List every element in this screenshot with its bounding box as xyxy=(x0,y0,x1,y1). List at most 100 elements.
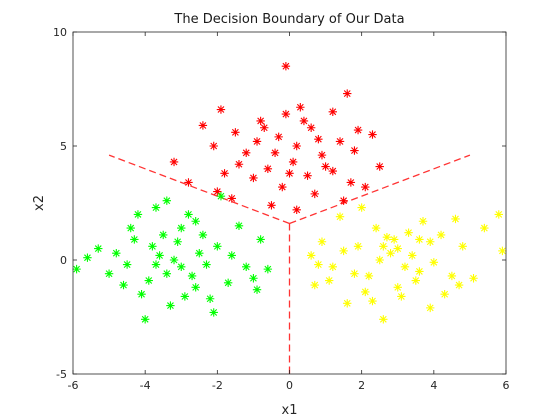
data-point xyxy=(321,162,330,171)
data-point xyxy=(216,191,226,201)
data-point xyxy=(361,182,370,192)
data-point xyxy=(339,246,348,256)
data-point xyxy=(343,89,352,98)
data-point xyxy=(343,299,352,308)
data-point xyxy=(133,210,143,219)
data-point xyxy=(368,296,377,306)
data-point xyxy=(72,264,81,274)
data-point xyxy=(314,260,323,269)
data-point xyxy=(159,230,168,240)
data-point xyxy=(328,166,337,176)
data-point xyxy=(242,262,251,272)
data-point xyxy=(231,128,240,137)
x-tick-label: 0 xyxy=(286,379,293,392)
data-point xyxy=(353,125,363,135)
data-point xyxy=(379,315,388,324)
data-point xyxy=(274,132,283,142)
data-point xyxy=(216,105,226,114)
data-point xyxy=(260,123,269,132)
data-point xyxy=(404,228,413,237)
data-point xyxy=(148,242,157,251)
series-1 xyxy=(169,62,384,215)
axis-ticks: -6 -4 -2 0 2 4 6 -5 0 5 10 xyxy=(53,26,510,392)
data-point xyxy=(112,248,121,258)
data-point xyxy=(177,223,186,233)
data-point xyxy=(306,123,316,132)
boundary-line-1 xyxy=(108,154,290,225)
data-point xyxy=(195,248,204,258)
data-point xyxy=(242,148,251,158)
x-tick-label: 6 xyxy=(503,379,510,392)
data-point xyxy=(213,187,222,196)
data-point xyxy=(205,294,215,303)
data-point xyxy=(324,276,334,285)
data-point xyxy=(94,244,103,253)
data-point xyxy=(227,194,236,203)
data-point xyxy=(140,315,150,324)
data-point xyxy=(382,233,392,242)
data-point xyxy=(357,203,366,212)
data-point xyxy=(350,269,359,278)
data-point xyxy=(169,157,179,167)
data-point xyxy=(166,301,175,310)
data-point xyxy=(379,242,388,251)
y-tick-label: 10 xyxy=(53,26,67,39)
data-point xyxy=(187,271,197,281)
data-point xyxy=(122,260,132,269)
data-point xyxy=(177,262,186,272)
data-point xyxy=(303,171,312,180)
data-point xyxy=(119,280,128,290)
data-point xyxy=(447,271,457,281)
data-point xyxy=(137,290,146,299)
data-point xyxy=(386,248,395,258)
data-point xyxy=(418,217,428,226)
data-point xyxy=(299,116,309,126)
data-point xyxy=(314,134,323,144)
data-point xyxy=(270,148,280,158)
data-point xyxy=(130,235,139,244)
data-point xyxy=(169,255,179,265)
data-point xyxy=(227,251,236,260)
y-axis-label: x2 xyxy=(32,195,47,211)
decision-boundary xyxy=(108,154,471,374)
x-tick-label: 2 xyxy=(358,379,365,392)
data-point xyxy=(198,121,208,130)
data-point xyxy=(350,146,359,155)
data-point xyxy=(440,290,449,299)
data-point xyxy=(191,283,200,292)
data-point xyxy=(256,116,265,126)
data-point xyxy=(375,162,384,171)
x-tick-label: -6 xyxy=(68,379,79,392)
data-point xyxy=(400,262,410,272)
data-point xyxy=(162,269,172,278)
data-point xyxy=(104,269,114,278)
data-point xyxy=(429,258,439,267)
data-point xyxy=(317,237,327,246)
data-point xyxy=(498,246,507,256)
data-point xyxy=(198,230,208,240)
data-point xyxy=(234,160,244,169)
data-point xyxy=(310,189,319,199)
data-point xyxy=(209,141,218,151)
data-point xyxy=(220,169,229,178)
data-point xyxy=(252,137,262,146)
data-point xyxy=(436,230,446,240)
data-point xyxy=(296,103,305,112)
data-point xyxy=(83,253,92,262)
data-point xyxy=(480,223,489,233)
data-point xyxy=(335,212,345,221)
data-point xyxy=(361,287,370,297)
data-point xyxy=(151,260,161,269)
data-point xyxy=(288,157,298,167)
data-point xyxy=(415,235,424,244)
x-axis-label: x1 xyxy=(282,403,298,418)
data-point xyxy=(454,280,464,290)
x-tick-label: -4 xyxy=(140,379,151,392)
data-point xyxy=(426,303,435,313)
data-point xyxy=(184,178,193,187)
data-point xyxy=(285,169,294,178)
boundary-line-2 xyxy=(289,154,471,225)
data-point xyxy=(155,251,164,260)
data-point xyxy=(317,150,327,160)
data-point xyxy=(162,196,172,205)
